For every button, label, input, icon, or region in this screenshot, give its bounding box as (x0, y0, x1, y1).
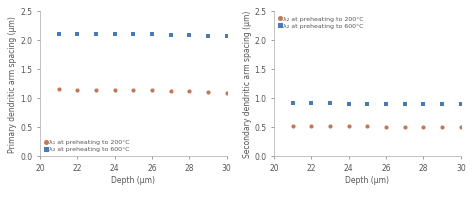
λ₂ at preheating to 600°C (129, 33, 137, 36)
X-axis label: Depth (µm): Depth (µm) (346, 175, 390, 184)
λ₂ at preheating to 600°C (383, 102, 390, 106)
λ₂ at preheating to 600°C (364, 102, 371, 106)
λ₂ at preheating to 200°C (401, 126, 409, 129)
λ₂ at preheating to 600°C (401, 102, 409, 106)
λ₂ at preheating to 600°C (204, 35, 212, 38)
λ₂ at preheating to 600°C (148, 33, 155, 36)
λ₁ at preheating to 200°C (148, 89, 155, 92)
λ₂ at preheating to 600°C (326, 102, 334, 105)
λ₂ at preheating to 600°C (223, 35, 230, 38)
λ₂ at preheating to 600°C (289, 102, 297, 105)
λ₂ at preheating to 600°C (419, 103, 427, 106)
λ₁ at preheating to 200°C (73, 89, 81, 92)
Legend: λ₁ at preheating to 200°C, λ₂ at preheating to 600°C: λ₁ at preheating to 200°C, λ₂ at preheat… (43, 138, 130, 153)
Legend: λ₂ at preheating to 200°C, λ₂ at preheating to 600°C: λ₂ at preheating to 200°C, λ₂ at preheat… (277, 15, 365, 30)
λ₂ at preheating to 600°C (457, 103, 465, 106)
λ₂ at preheating to 600°C (92, 33, 100, 36)
λ₁ at preheating to 200°C (185, 90, 193, 94)
λ₁ at preheating to 200°C (55, 88, 63, 91)
λ₂ at preheating to 200°C (289, 124, 297, 128)
λ₂ at preheating to 200°C (326, 125, 334, 128)
λ₂ at preheating to 200°C (364, 125, 371, 128)
λ₂ at preheating to 200°C (419, 126, 427, 129)
λ₂ at preheating to 600°C (345, 102, 353, 106)
λ₁ at preheating to 200°C (204, 91, 212, 94)
λ₂ at preheating to 600°C (308, 102, 315, 105)
Y-axis label: Secondary dendritic arm spacing (µm): Secondary dendritic arm spacing (µm) (243, 11, 252, 157)
λ₂ at preheating to 600°C (73, 33, 81, 36)
λ₁ at preheating to 200°C (111, 89, 118, 92)
λ₁ at preheating to 200°C (167, 90, 174, 93)
X-axis label: Depth (µm): Depth (µm) (111, 175, 155, 184)
λ₂ at preheating to 200°C (457, 126, 465, 129)
λ₂ at preheating to 200°C (383, 126, 390, 129)
λ₁ at preheating to 200°C (92, 89, 100, 92)
λ₂ at preheating to 200°C (345, 125, 353, 128)
λ₁ at preheating to 200°C (129, 89, 137, 92)
Y-axis label: Primary dendritic arm spacing (µm): Primary dendritic arm spacing (µm) (9, 16, 18, 152)
λ₁ at preheating to 200°C (223, 92, 230, 95)
λ₂ at preheating to 200°C (438, 126, 446, 129)
λ₂ at preheating to 600°C (55, 33, 63, 36)
λ₂ at preheating to 600°C (185, 34, 193, 38)
λ₂ at preheating to 600°C (438, 103, 446, 106)
λ₂ at preheating to 600°C (167, 34, 174, 37)
λ₂ at preheating to 200°C (308, 125, 315, 128)
λ₂ at preheating to 600°C (111, 33, 118, 36)
